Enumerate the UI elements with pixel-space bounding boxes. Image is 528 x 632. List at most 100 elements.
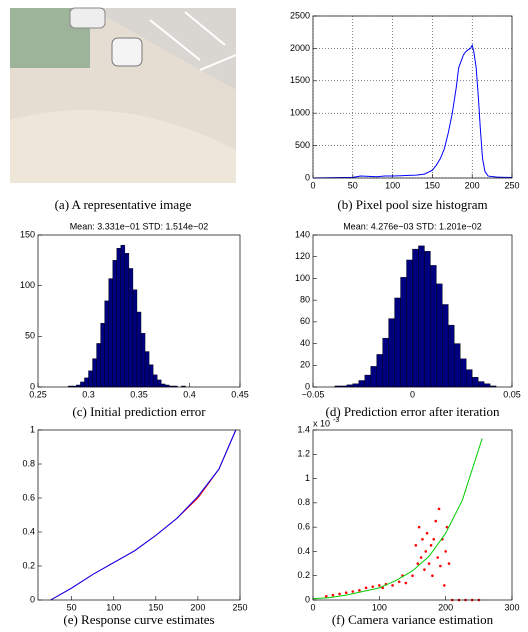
y-tick-label: 0.6 [297,522,310,532]
point [437,507,441,511]
plot-area [313,430,512,600]
line [312,438,483,600]
bar [448,324,455,388]
y-tick-label: 0 [30,381,35,391]
bar [406,259,413,388]
x-tick-label: 0.45 [231,389,249,399]
y-tick-label: 0 [30,594,35,604]
bar [92,358,97,388]
y-tick-label: 1500 [290,75,310,85]
y-tick-label: 0 [305,594,310,604]
y-tick-label: 0 [305,172,310,182]
y-tick-label: 100 [20,280,35,290]
y-tick-label: 0.4 [22,526,35,536]
point [391,584,394,587]
bar [161,383,166,388]
point [444,550,447,553]
plot-area [313,16,512,178]
x-tick-label: 200 [465,180,480,190]
y-tick-label: 0.6 [22,492,35,502]
bar [477,381,485,388]
point [344,591,348,595]
point [427,562,431,565]
x-tick-label: 0.3 [82,389,95,399]
point [338,592,341,596]
y-tick-label: 500 [295,140,310,150]
point [404,581,408,585]
y-tick-label: 2500 [290,10,310,20]
bar [364,374,371,388]
x-tick-label: 0.05 [503,389,521,399]
bar [148,364,154,388]
photo-car [111,37,143,67]
point [331,593,335,597]
axes-box [312,429,513,601]
y-tick-label: 0.4 [297,546,310,556]
point [436,556,440,559]
y-tick-label: 50 [25,331,35,341]
point [432,537,436,541]
y-scale-label: x 10 [313,418,330,428]
x-tick-label: 100 [385,180,400,190]
point [423,568,426,571]
y-tick-label: 2000 [290,43,310,53]
point [429,544,433,547]
x-tick-label: 300 [504,602,519,612]
bar [120,244,126,388]
caption: (a) A representative image [55,197,192,212]
photo-ground [10,110,236,183]
point [411,574,414,578]
bar [100,322,105,388]
point [417,525,421,529]
x-tick-label: 150 [148,602,163,612]
x-tick-label: 250 [232,602,247,612]
point [364,586,368,590]
bar [132,289,138,388]
bar [472,377,479,388]
y-tick-label: 100 [295,273,310,283]
x-tick-label: 0 [310,602,315,612]
bar [388,318,395,388]
bar [442,304,449,388]
point [425,531,429,535]
caption: (d) Prediction error after iteration [326,404,500,419]
bar [436,283,443,388]
bar [108,278,113,388]
bar [124,253,130,388]
bar [96,343,101,388]
bar [152,374,158,388]
point [324,595,328,598]
x-tick-label: 0.25 [29,389,47,399]
x-tick-label: 0 [410,389,415,399]
x-tick-label: 0.35 [130,389,148,399]
bar [128,268,134,388]
point [431,574,434,578]
bar [144,351,150,388]
y-tick-label: 60 [300,316,310,326]
bar [376,354,383,388]
x-tick-label: 50 [67,602,77,612]
y-tick-label: 1 [305,473,310,483]
representative-image [10,7,237,183]
y-tick-label: 1000 [290,108,310,118]
bar [80,381,85,388]
axes-box [37,234,241,388]
y-tick-label: 1.2 [297,449,310,459]
point [416,562,420,565]
bar [116,247,122,388]
plot-area [38,430,240,600]
y-tick-label: 0.2 [297,570,310,580]
bar [88,370,93,388]
y-tick-label: 0.8 [22,458,35,468]
axes-box [312,234,513,388]
y-tick-label: 0 [305,381,310,391]
bar [466,369,473,388]
caption: (e) Response curve estimates [63,612,214,627]
y-scale-exponent: -3 [333,417,339,424]
x-tick-label: −0.05 [302,389,325,399]
point [421,537,424,541]
bar [454,343,461,388]
point [397,580,401,584]
photo-lines [149,11,237,71]
